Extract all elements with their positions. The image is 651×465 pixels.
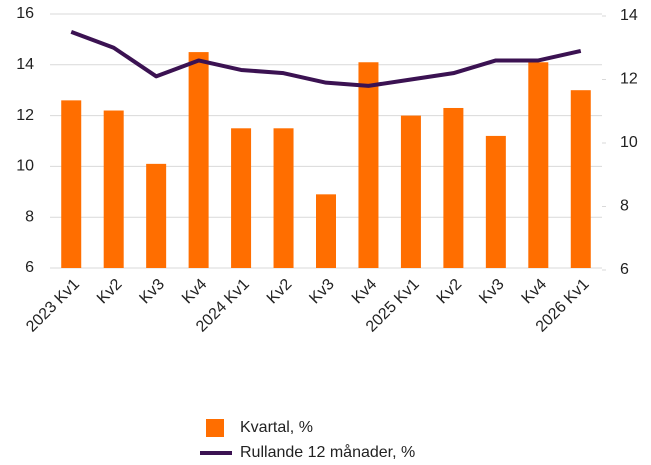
bar: [231, 128, 252, 268]
bar: [485, 135, 506, 268]
x-tick-label: Kv2: [434, 276, 466, 308]
y2-tick-label: 14: [620, 7, 638, 24]
bar: [61, 100, 82, 268]
legend-swatch: [206, 419, 224, 437]
bar: [528, 62, 549, 269]
bar: [146, 163, 167, 268]
bar: [400, 115, 421, 268]
x-tick-label: Kv2: [94, 276, 126, 308]
bar: [103, 110, 124, 269]
x-tick-label: 2023 Kv1: [23, 276, 83, 336]
y2-tick-label: 8: [620, 198, 629, 215]
y2-tick-label: 6: [620, 261, 629, 278]
bar: [570, 90, 591, 268]
y-tick-label: 10: [16, 158, 34, 175]
x-tick-label: Kv4: [519, 276, 551, 308]
x-tick-label: Kv4: [349, 276, 381, 308]
y2-tick-label: 10: [620, 134, 638, 151]
y-tick-label: 8: [25, 208, 34, 225]
y2-tick-label: 12: [620, 71, 638, 88]
y-tick-label: 14: [16, 56, 34, 73]
y-tick-label: 6: [25, 259, 34, 276]
x-tick-label: Kv3: [136, 276, 168, 308]
x-tick-label: Kv3: [476, 276, 508, 308]
line: [70, 30, 582, 88]
bar: [273, 128, 294, 268]
x-tick-label: Kv2: [264, 276, 296, 308]
x-tick-label: Kv4: [179, 276, 211, 308]
bar: [316, 194, 336, 268]
legend-label: Rullande 12 månader, %: [240, 443, 415, 461]
x-tick-label: Kv3: [306, 276, 338, 308]
bar: [358, 62, 379, 269]
y-tick-label: 12: [16, 107, 34, 124]
y-tick-label: 16: [16, 5, 34, 22]
bar: [188, 52, 209, 268]
legend-label: Kvartal, %: [240, 419, 313, 436]
bar: [443, 107, 464, 268]
